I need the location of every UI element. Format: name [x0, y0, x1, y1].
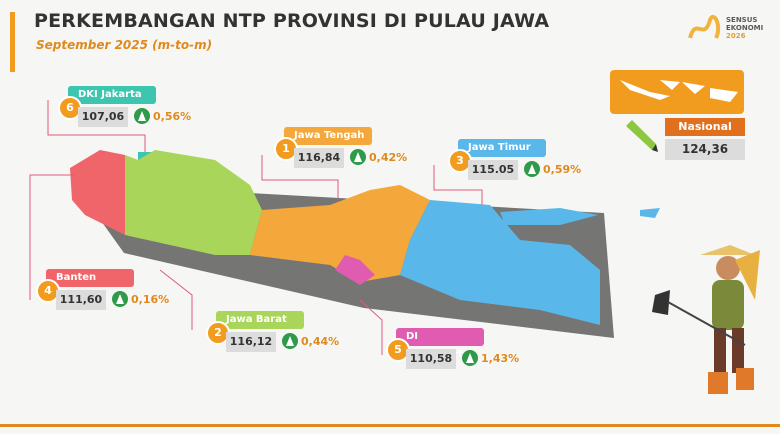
island: [640, 208, 660, 218]
leader-lines: [29, 100, 483, 355]
jawa-tengah: [250, 185, 430, 282]
province-card: Jawa Barat 2 116,12 0,44%: [206, 311, 339, 355]
logo: SENSUS EKONOMI 2026: [686, 12, 766, 46]
province-card: DI Yogyakarta5110,581,43%: [386, 328, 519, 372]
up-arrow: [282, 333, 298, 349]
logo-text: EKONOMI: [726, 24, 764, 32]
up-arrow: [462, 350, 478, 366]
province-change: 0,16%: [131, 293, 170, 306]
jawa-barat: [125, 150, 262, 255]
province-card: Jawa Tengah 1 116,84 0,42%: [274, 127, 407, 171]
province-name: Jawa Tengah: [284, 127, 372, 145]
province-change: 0,44%: [301, 335, 340, 348]
province-value: 115.05: [468, 160, 518, 180]
province-value: 110,58: [406, 349, 456, 369]
logo-text: SENSUS: [726, 16, 758, 24]
province-name: Banten: [46, 269, 134, 287]
province-change: 1,43%: [481, 352, 520, 365]
national-value: 124,36: [665, 139, 745, 160]
province-value: 111,60: [56, 290, 106, 310]
logo-text: 2026: [726, 32, 746, 40]
province-name: DKI Jakarta: [68, 86, 156, 104]
province-name: Jawa Barat: [216, 311, 304, 329]
bottom-line: [0, 424, 780, 427]
up-arrow: [350, 149, 366, 165]
province-value: 116,12: [226, 332, 276, 352]
province-change: 0,56%: [153, 110, 192, 123]
accent-bar: [10, 12, 15, 72]
province-card: DKI Jakarta 6 107,06 0,56%: [58, 86, 191, 130]
national-map-box: [610, 70, 744, 114]
province-value: 116,84: [294, 148, 344, 168]
up-arrow: [134, 108, 150, 124]
indonesia-map: [620, 80, 738, 102]
banten: [70, 150, 125, 235]
logo-mark: [688, 14, 721, 39]
province-name: Jawa Timur: [458, 139, 546, 157]
jawa-timur: [400, 200, 600, 325]
madura: [500, 208, 598, 225]
yogyakarta: [335, 255, 375, 285]
province-name: DI Yogyakarta: [396, 328, 484, 360]
province-card: Banten 4 111,60 0,16%: [36, 269, 169, 313]
up-arrow: [524, 161, 540, 177]
province-card: Jawa Timur 3 115.05 0,59%: [448, 139, 581, 183]
national-label: Nasional: [665, 118, 745, 136]
pencil-icon: [626, 120, 658, 152]
subtitle: September 2025 (m-to-m): [36, 38, 213, 52]
province-change: 0,59%: [543, 163, 582, 176]
province-change: 0,42%: [369, 151, 408, 164]
province-value: 107,06: [78, 107, 128, 127]
title: PERKEMBANGAN NTP PROVINSI DI PULAU JAWA: [34, 10, 550, 32]
up-arrow: [112, 291, 128, 307]
farmer: [652, 245, 760, 394]
